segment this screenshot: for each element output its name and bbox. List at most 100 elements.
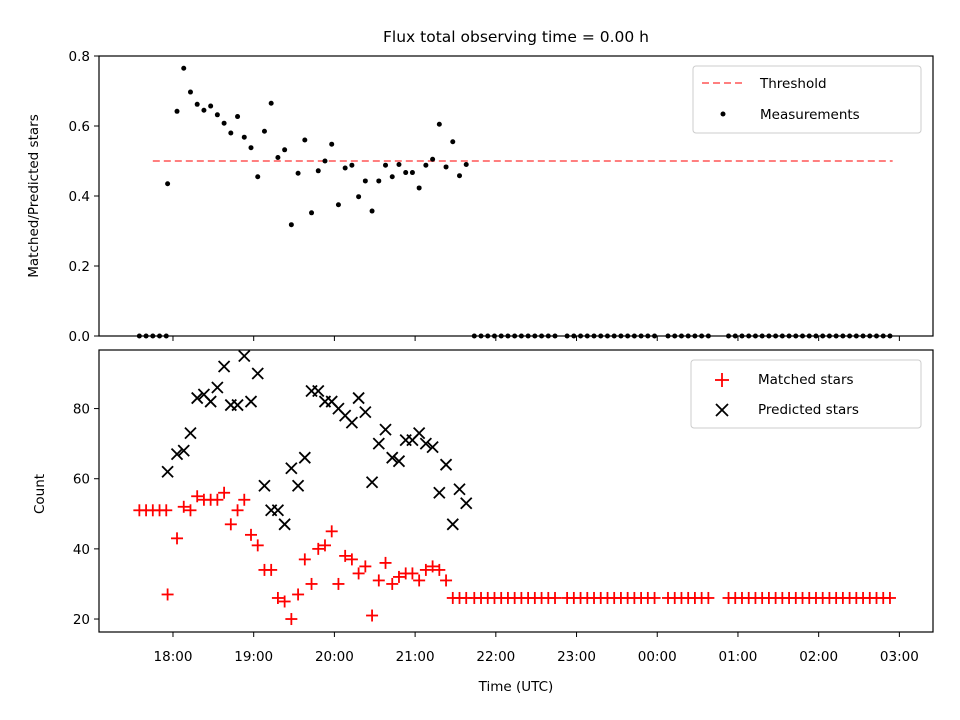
predicted-star-mark-b [460, 497, 473, 510]
matched-star-point [359, 560, 372, 573]
measurement-point [457, 173, 463, 179]
measurement-point [335, 202, 341, 208]
x-axis-label: Time (UTC) [478, 679, 554, 695]
predicted-star-mark-b [312, 384, 325, 398]
predicted-star-mark-b [291, 479, 305, 492]
predicted-star-mark-b [433, 486, 446, 499]
predicted-star-point [177, 444, 190, 457]
x-tick-label: 23:00 [557, 649, 596, 665]
bottom-y-tick-label: 20 [73, 612, 90, 628]
measurement-point [214, 112, 220, 118]
predicted-star-point [345, 416, 359, 429]
measurement-point [430, 156, 436, 162]
measurement-point [369, 208, 375, 214]
measurement-point [322, 158, 328, 164]
measurement-point [423, 162, 429, 168]
top-y-axis-label: Matched/Predicted stars [26, 114, 42, 277]
matched-star-point [278, 595, 291, 608]
top-x-axis-ticks [172, 336, 900, 341]
predicted-star-point [359, 405, 372, 419]
predicted-star-mark-b [258, 479, 271, 492]
measurement-point [295, 170, 301, 176]
measurement-point [228, 130, 234, 136]
matched-star-point [702, 591, 715, 604]
predicted-star-mark-b [453, 483, 466, 496]
predicted-star-point [453, 483, 466, 496]
measurement-point [403, 170, 409, 176]
predicted-star-point [433, 486, 446, 499]
predicted-star-mark-b [184, 426, 197, 440]
predicted-star-mark-b [426, 441, 439, 454]
measurement-point [241, 134, 247, 140]
measurement-point [201, 107, 207, 113]
top-panel: 0.00.20.40.60.8 Matched/Predicted stars … [26, 49, 934, 345]
matched-star-point [184, 504, 197, 517]
bottom-legend-box [690, 359, 922, 429]
predicted-star-mark-b [345, 416, 359, 429]
predicted-star-point [446, 518, 459, 531]
predicted-star-mark-b [352, 391, 365, 405]
matched-star-point [352, 567, 365, 580]
matched-star-point [419, 563, 432, 576]
predicted-star-mark-b [251, 367, 264, 380]
predicted-star-mark-b [365, 476, 379, 489]
predicted-star-mark-b [285, 462, 298, 475]
matched-star-point [292, 588, 305, 601]
x-tick-label: 01:00 [718, 649, 757, 665]
matched-star-point [218, 486, 231, 499]
predicted-star-mark-b [278, 518, 291, 531]
top-y-tick-label: 0.6 [69, 119, 90, 135]
measurement-point [436, 121, 442, 127]
matched-star-point [251, 539, 264, 552]
predicted-star-point [231, 398, 244, 412]
measurement-point [235, 114, 241, 120]
measurement-point [208, 103, 214, 109]
measurement-point [443, 164, 449, 170]
predicted-star-point [251, 367, 264, 380]
predicted-star-mark-b [161, 465, 174, 478]
predicted-star-point [426, 441, 439, 454]
top-y-tick-label: 0.2 [69, 259, 90, 275]
measurement-point [450, 139, 456, 145]
matched-star-point [325, 525, 338, 538]
matched-star-point [191, 490, 204, 503]
predicted-star-mark-b [170, 448, 184, 461]
predicted-star-point [379, 423, 392, 436]
top-y-tick-label: 0.0 [69, 329, 90, 345]
chart-title: Flux total observing time = 0.00 h [383, 28, 649, 46]
predicted-star-point [211, 381, 224, 394]
matched-star-point [386, 577, 399, 590]
predicted-star-point [204, 395, 217, 408]
matched-star-point [238, 493, 251, 506]
predicted-star-mark-b [217, 360, 231, 373]
predicted-star-mark-b [325, 395, 338, 408]
x-tick-label: 18:00 [154, 649, 193, 665]
measurement-point [342, 165, 348, 171]
matched-star-point [285, 613, 298, 626]
predicted-star-mark-b [204, 395, 217, 408]
predicted-star-point [191, 391, 204, 405]
predicted-star-point [238, 349, 251, 363]
predicted-star-mark-b [339, 409, 352, 422]
legend-measurements-swatch [720, 111, 726, 117]
predicted-star-point [419, 437, 433, 450]
top-y-tick-label: 0.4 [69, 189, 90, 205]
matched-star-point [379, 556, 392, 569]
matched-star-point [339, 549, 352, 562]
predicted-star-mark-b [244, 395, 258, 408]
measurement-point [389, 174, 395, 180]
x-tick-label: 02:00 [799, 649, 838, 665]
measurement-point [288, 222, 294, 228]
x-tick-label: 20:00 [315, 649, 354, 665]
matched-star-point [312, 542, 325, 555]
predicted-star-point [271, 504, 285, 517]
measurement-point [261, 128, 267, 134]
legend-predicted-swatch [715, 403, 729, 417]
predicted-star-point [244, 395, 258, 408]
predicted-star-point [170, 448, 184, 461]
predicted-star-mark-b [211, 381, 224, 394]
measurement-point [165, 181, 171, 187]
predicted-star-mark-b [191, 391, 204, 405]
matched-star-point [171, 532, 184, 545]
